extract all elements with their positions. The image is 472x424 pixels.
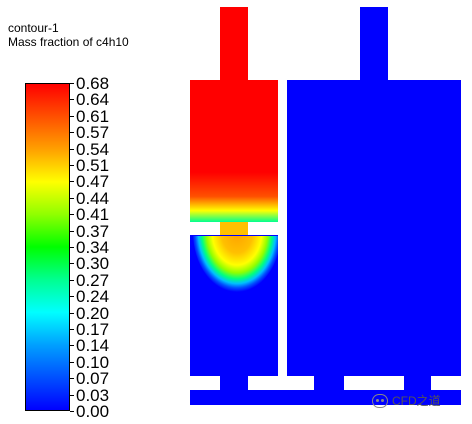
colorbar-tick: [70, 279, 74, 281]
colorbar-tick-label: 0.34: [76, 238, 110, 257]
colorbar-tick-label: 0.07: [76, 369, 110, 389]
colorbar: [25, 83, 70, 411]
colorbar-tick-label: 0.51: [76, 156, 110, 175]
colorbar-tick-label: 0.20: [76, 303, 110, 323]
wechat-icon: [372, 393, 388, 408]
colorbar-tick: [70, 329, 74, 330]
colorbar-tick: [70, 345, 74, 347]
colorbar-tick-label: 0.47: [76, 172, 110, 192]
colorbar-tick-label: 0.54: [76, 139, 110, 159]
colorbar-tick: [70, 99, 74, 101]
colorbar-tick-label: 0.03: [76, 385, 110, 405]
colorbar-tick: [70, 247, 74, 248]
colorbar-tick: [70, 230, 74, 232]
left-inlet: [220, 7, 248, 83]
colorbar-tick: [70, 312, 74, 314]
colorbar-tick: [70, 197, 74, 199]
colorbar-tick: [70, 132, 74, 134]
colorbar-tick-label: 0.44: [76, 188, 110, 208]
colorbar-tick-label: 0.64: [76, 90, 110, 110]
colorbar-tick: [70, 361, 74, 363]
colorbar-tick-label: 0.00: [76, 402, 110, 421]
colorbar-tick: [70, 411, 74, 412]
colorbar-tick-label: 0.41: [76, 205, 110, 225]
colorbar-tick: [70, 165, 74, 166]
colorbar-tick: [70, 148, 74, 150]
colorbar-tick-label: 0.14: [76, 336, 110, 356]
colorbar-tick-label: 0.17: [76, 320, 110, 339]
colorbar-tick-label: 0.24: [76, 287, 110, 307]
colorbar-tick: [70, 378, 74, 380]
contour-subtitle: Mass fraction of c4h10: [8, 35, 129, 49]
watermark-text: CFD之道: [392, 394, 441, 408]
contour-title: contour-1: [8, 21, 59, 35]
plume: [193, 236, 278, 292]
nozzle-throat: [220, 222, 248, 235]
left-upper-chamber: [190, 80, 278, 222]
bottom-channel: [190, 376, 461, 405]
right-inlet: [360, 7, 388, 83]
colorbar-tick: [70, 263, 74, 265]
colorbar-tick-label: 0.30: [76, 254, 110, 274]
colorbar-tick-label: 0.37: [76, 221, 110, 241]
colorbar-tick-label: 0.68: [76, 74, 110, 93]
colorbar-tick: [70, 181, 74, 183]
watermark: CFD之道: [372, 392, 441, 409]
colorbar-tick: [70, 296, 74, 298]
left-divider-left: [190, 222, 220, 235]
colorbar-tick-label: 0.61: [76, 106, 110, 126]
colorbar-tick-label: 0.10: [76, 352, 110, 372]
colorbar-tick: [70, 83, 74, 84]
colorbar-tick: [70, 115, 74, 117]
colorbar-tick-label: 0.27: [76, 270, 110, 290]
right-chamber: [287, 80, 461, 376]
colorbar-tick: [70, 214, 74, 216]
colorbar-tick-label: 0.57: [76, 123, 110, 143]
colorbar-tick: [70, 394, 74, 396]
left-divider-right: [248, 222, 278, 235]
